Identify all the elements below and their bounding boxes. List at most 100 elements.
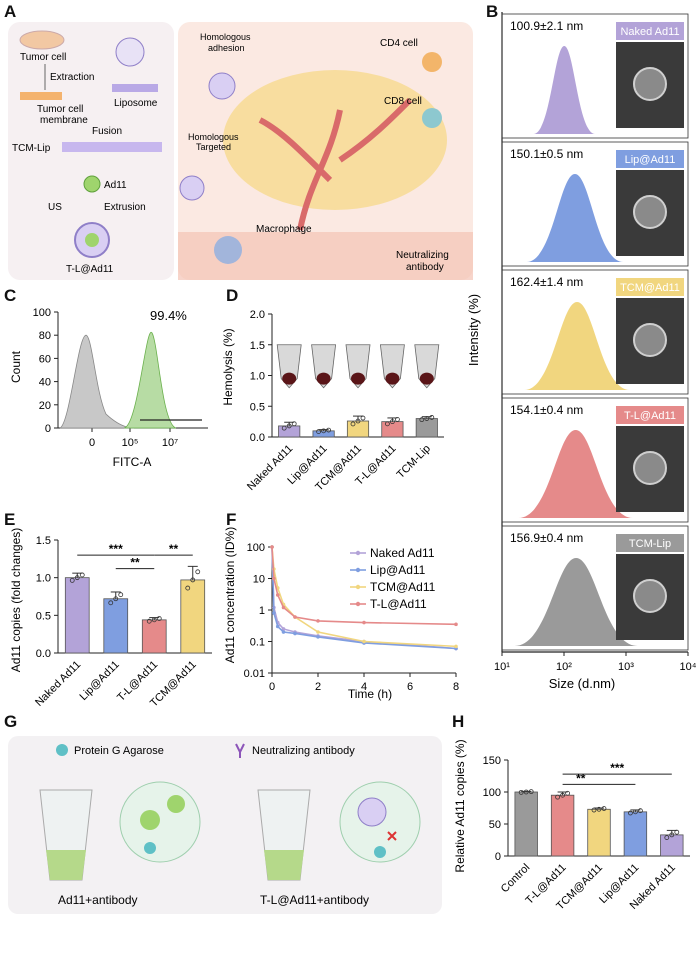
c-x-tick-label: 10⁵	[122, 437, 139, 449]
liposome-layer-icon	[112, 84, 158, 92]
b-row-frame	[501, 525, 689, 651]
b-size-label: 154.1±0.4 nm	[510, 403, 583, 417]
f-legend-label: Naked Ad11	[370, 546, 435, 560]
g-right-caption: T-L@Ad11+antibody	[260, 893, 369, 907]
f-series-point	[362, 620, 366, 625]
panelD-data-point	[321, 428, 327, 434]
panelE-y-tick-label: 1.0	[36, 573, 51, 585]
h-ylabel: Relative Ad11 copies (%)	[453, 739, 467, 872]
f-series-point	[272, 576, 276, 581]
panelD-data-point	[281, 425, 287, 431]
homologous-targeted-2: Targeted	[196, 142, 231, 152]
panel-a-schematic: Tumor cell Extraction Tumor cell membran…	[8, 22, 473, 280]
b-name-label: TCM-Lip	[629, 538, 671, 550]
b-name-label: T-L@Ad11	[624, 410, 676, 422]
f-y-tick-label: 10	[253, 574, 265, 586]
extraction-label: Extraction	[50, 72, 94, 83]
panel-label-f: F	[226, 510, 236, 529]
panelH-y-tick-label: 50	[489, 819, 501, 831]
d-ylabel: Hemolysis (%)	[221, 328, 235, 405]
panelH-data-point	[628, 810, 633, 816]
panel-g-schematic: Protein G Agarose Neutralizing antibody …	[8, 736, 442, 914]
ad11-label: Ad11	[104, 180, 127, 191]
panelD-data-point	[286, 423, 292, 429]
antibody-icon	[235, 743, 245, 758]
c-positive-histogram	[123, 332, 177, 429]
left-tube-liquid	[46, 850, 86, 880]
f-legend-label: T-L@Ad11	[370, 597, 427, 611]
panel-label-b: B	[486, 2, 498, 21]
panelH-bar	[550, 794, 575, 857]
d-rbc-pellet-icon	[316, 372, 331, 385]
left-ad11-icon-2	[167, 795, 185, 813]
panelE-bar	[141, 619, 167, 654]
panelD-data-point	[326, 427, 332, 433]
f-series-point	[275, 593, 280, 597]
panelE-bar	[64, 577, 90, 654]
b-x-tick-label: 10²	[556, 661, 572, 673]
neutralizing-label-1: Neutralizing	[396, 250, 449, 261]
b-x-tick-label: 10⁴	[680, 661, 697, 673]
d-rbc-pellet-icon	[282, 372, 297, 385]
h-sig-label: **	[576, 771, 586, 785]
panel-label-a: A	[4, 2, 16, 21]
left-agarose-icon	[144, 842, 156, 854]
blood-vessel-icon	[258, 97, 413, 231]
tl-ad11-core-icon	[85, 233, 99, 247]
ad11-virus-icon	[83, 175, 101, 193]
panelE-data-point	[118, 592, 124, 598]
b-size-label: 150.1±0.5 nm	[510, 147, 583, 161]
c-y-tick-label: 60	[39, 353, 51, 365]
panelE-data-point	[190, 577, 196, 583]
b-row-frame	[501, 13, 689, 139]
b-x-tick-label: 10¹	[494, 661, 510, 673]
d-rbc-pellet-icon	[385, 372, 400, 385]
protein-g-agarose-icon	[56, 744, 68, 756]
panelH-bar	[660, 834, 684, 857]
f-series-line-1	[271, 546, 457, 650]
panelE-data-point	[146, 618, 152, 624]
g-legend-protein: Protein G Agarose	[74, 745, 164, 757]
neutralizing-label-2: antibody	[406, 262, 444, 273]
f-legend-label: TCM@Ad11	[370, 580, 436, 594]
b-distribution-0	[533, 46, 596, 134]
b-size-label: 162.4±1.4 nm	[510, 275, 583, 289]
panelD-bar	[415, 418, 438, 438]
b-row-frame	[501, 269, 689, 395]
f-x-tick-label: 0	[269, 681, 275, 693]
panelE-bar	[180, 579, 206, 654]
panelH-data-point	[669, 832, 675, 838]
f-series-point	[275, 624, 280, 629]
macrophage-icon	[214, 236, 242, 264]
c-y-tick-label: 40	[39, 377, 51, 389]
panelE-data-point	[108, 600, 114, 606]
us-label: US	[48, 202, 62, 213]
b-tem-particle	[633, 451, 667, 485]
panelH-data-point	[591, 807, 597, 813]
b-tem-particle	[633, 579, 667, 613]
right-tl-ad11-icon	[357, 797, 387, 827]
circulating-particle-icon	[179, 175, 205, 201]
panelE-bar	[103, 598, 129, 654]
blocked-x-icon	[387, 831, 397, 841]
panelD-data-point	[350, 421, 356, 427]
tl-ad11-label: T-L@Ad11	[66, 264, 114, 275]
targeting-particle-icon	[208, 72, 236, 100]
panelH-data-point	[664, 835, 670, 840]
cd4-cell-icon	[422, 52, 442, 72]
f-series-point	[281, 630, 286, 634]
b-distribution-2	[524, 302, 630, 390]
panel-f-pk-chart: Ad11 concentration (ID%) Time (h) 0.01 0.…	[223, 527, 459, 701]
cd8-label: CD8 cell	[384, 96, 422, 107]
right-agarose-icon	[374, 846, 386, 858]
b-ylabel: Intensity (%)	[466, 294, 481, 366]
panelH-y-tick-label: 0	[495, 851, 501, 863]
g-legend-antibody: Neutralizing antibody	[252, 745, 355, 757]
b-x-tick-label: 10³	[618, 661, 634, 673]
f-series-point	[281, 627, 286, 631]
panelE-data-point	[151, 617, 157, 623]
f-x-tick-label: 4	[361, 681, 367, 693]
panelH-data-point	[638, 808, 643, 814]
panel-c-flow-chart: Count FITC-A 99.4% 0 20 40 60 80 100 0 10⁵ 10⁷	[9, 307, 208, 469]
panelD-y-tick-label: 0.0	[250, 432, 265, 444]
